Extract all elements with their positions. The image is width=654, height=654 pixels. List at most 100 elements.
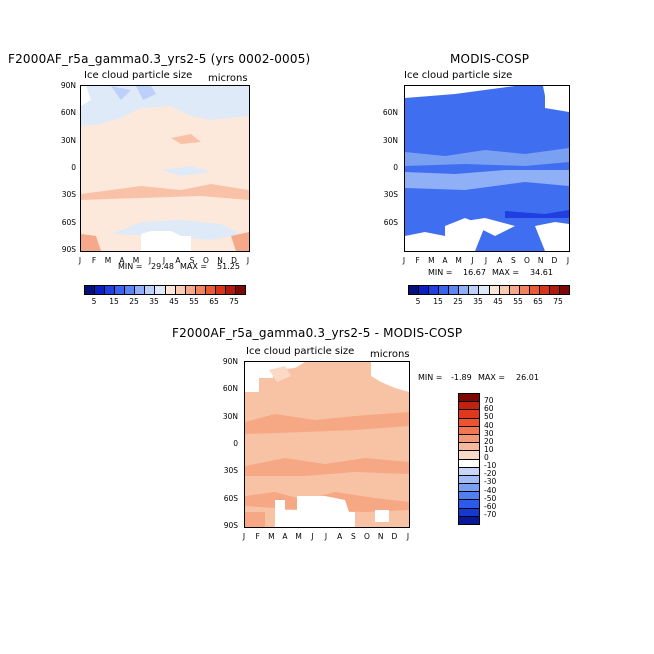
colorbar-panel1 xyxy=(84,285,246,295)
panel3-xtick: F xyxy=(255,532,260,541)
panel1-ytick: 30S xyxy=(61,190,76,199)
colorbar-swatch xyxy=(539,286,550,294)
colorbar-swatch xyxy=(459,426,479,435)
colorbar-swatch xyxy=(459,443,479,452)
colorbar-swatch xyxy=(95,286,106,294)
panel1-ytick: 0 xyxy=(71,163,76,172)
panel3-north-pale xyxy=(269,366,291,382)
colorbar-swatch xyxy=(459,394,479,403)
colorbar-swatch xyxy=(459,451,479,460)
panel2-min-value: 16.67 xyxy=(463,268,486,277)
panel3-xtick: J xyxy=(242,532,246,541)
panel3-plot xyxy=(244,361,410,528)
colorbar-label: 0 xyxy=(484,453,489,462)
panel1-ytick: 30N xyxy=(60,136,76,145)
colorbar-swatch xyxy=(459,492,479,501)
panel3-ytick: 0 xyxy=(233,439,238,448)
colorbar-swatch xyxy=(459,516,479,524)
panel3-ytick: 90N xyxy=(222,357,238,366)
panel2-xtick: S xyxy=(510,256,516,265)
colorbar-swatch xyxy=(459,434,479,444)
panel1-xtick: D xyxy=(231,256,237,265)
panel1-subtitle: Ice cloud particle size xyxy=(84,70,193,81)
colorbar-swatch xyxy=(459,500,479,509)
panel1-xtick: S xyxy=(189,256,195,265)
panel3-max-label: MAX = xyxy=(478,373,506,382)
colorbar-swatch xyxy=(459,402,479,411)
colorbar-label: 5 xyxy=(415,297,421,306)
colorbar-swatch xyxy=(439,286,450,294)
colorbar-swatch xyxy=(469,286,480,294)
panel2-ne-white xyxy=(543,86,569,112)
panel2-north-white xyxy=(405,86,515,98)
panel2-xtick: A xyxy=(497,256,503,265)
panel1-south-warm xyxy=(81,232,249,251)
panel1-max-label: MAX = xyxy=(180,262,208,271)
colorbar-panel3 xyxy=(458,393,480,525)
panel1-units: microns xyxy=(208,73,248,84)
panel3-ytick: 60N xyxy=(222,384,238,393)
panel3-xtick: J xyxy=(324,532,328,541)
panel3-min-value: -1.89 xyxy=(451,373,472,382)
panel3-title: F2000AF_r5a_gamma0.3_yrs2-5 - MODIS-COSP xyxy=(172,326,463,340)
colorbar-label: -50 xyxy=(484,493,497,503)
panel3-xtick: J xyxy=(311,532,314,541)
colorbar-swatch xyxy=(215,286,226,294)
colorbar-swatch xyxy=(105,286,116,294)
panel3-xtick: O xyxy=(364,532,370,541)
colorbar-swatch xyxy=(459,484,479,493)
colorbar-label: 50 xyxy=(484,412,494,422)
colorbar-label: 20 xyxy=(484,436,494,446)
panel1-xtick: A xyxy=(175,256,181,265)
colorbar-swatch xyxy=(409,286,420,294)
colorbar-swatch xyxy=(459,286,470,294)
panel3-se-white xyxy=(375,510,389,522)
colorbar-label: 25 xyxy=(129,297,139,306)
colorbar-swatch xyxy=(185,286,196,294)
colorbar-label: 10 xyxy=(484,444,494,454)
panel2-xtick: J xyxy=(402,256,406,265)
panel3-ne-white xyxy=(371,362,409,392)
colorbar-swatch xyxy=(479,286,490,294)
panel1-plot xyxy=(80,85,250,252)
panel1-south-white xyxy=(141,231,191,251)
panel1-min-label: MIN = xyxy=(118,262,143,271)
panel3-ytick: 90S xyxy=(223,521,238,530)
colorbar-swatch xyxy=(499,286,510,294)
colorbar-swatch xyxy=(519,286,530,294)
colorbar-label: 15 xyxy=(109,297,119,306)
panel2-sw-white xyxy=(405,232,445,251)
colorbar-swatch xyxy=(115,286,126,294)
panel2-south-white-b xyxy=(445,218,485,251)
colorbar-label: -40 xyxy=(484,485,497,495)
panel3-max-value: 26.01 xyxy=(516,373,539,382)
colorbar-label: 65 xyxy=(533,297,543,306)
colorbar-swatch xyxy=(549,286,560,294)
colorbar-label: -30 xyxy=(484,477,497,487)
panel1-xtick: J xyxy=(162,256,166,265)
colorbar-swatch xyxy=(125,286,136,294)
colorbar-label: 75 xyxy=(229,297,239,306)
panel3-band-b xyxy=(245,458,409,476)
colorbar-swatch xyxy=(459,475,479,485)
colorbar-label: -70 xyxy=(484,509,497,519)
colorbar-swatch xyxy=(559,286,569,294)
panel1-north-blue-dark xyxy=(111,86,156,100)
colorbar-label: -20 xyxy=(484,469,497,479)
colorbar-swatch xyxy=(165,286,176,294)
panel2-field xyxy=(405,86,569,251)
panel1-band-a xyxy=(171,134,201,144)
panel2-min-label: MIN = xyxy=(428,268,453,277)
panel2-ytick: 0 xyxy=(393,163,398,172)
panel2-band-b xyxy=(405,170,569,190)
panel2-max-value: 34.61 xyxy=(530,268,553,277)
panel3-nw-white xyxy=(245,362,305,392)
panel3-field xyxy=(245,362,409,527)
panel3-ytick: 60S xyxy=(223,494,238,503)
panel2-xtick: D xyxy=(551,256,558,265)
panel3-xtick: J xyxy=(406,532,410,541)
colorbar-swatch xyxy=(235,286,245,294)
panel1-xtick: F xyxy=(91,256,97,265)
colorbar-label: 65 xyxy=(209,297,219,306)
colorbar-label: 25 xyxy=(453,297,463,306)
